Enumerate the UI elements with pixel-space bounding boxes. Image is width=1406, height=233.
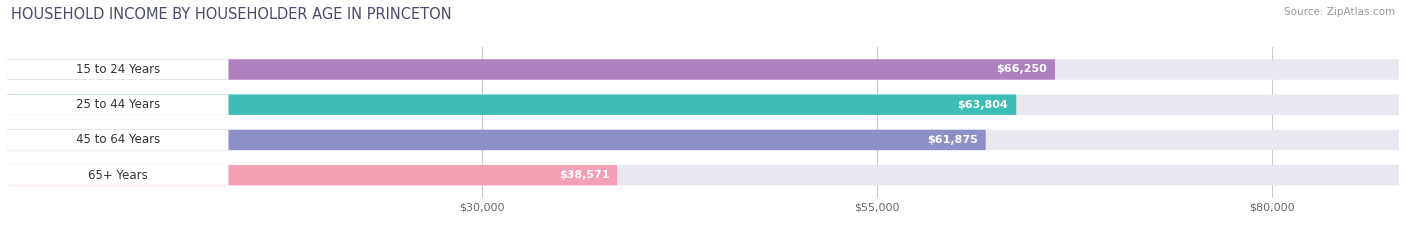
FancyBboxPatch shape [7, 130, 986, 150]
FancyBboxPatch shape [7, 130, 1399, 150]
Text: 15 to 24 Years: 15 to 24 Years [76, 63, 160, 76]
FancyBboxPatch shape [7, 165, 617, 185]
FancyBboxPatch shape [7, 95, 1399, 115]
FancyBboxPatch shape [7, 59, 1054, 80]
FancyBboxPatch shape [7, 95, 1017, 115]
FancyBboxPatch shape [7, 165, 1399, 185]
Text: Source: ZipAtlas.com: Source: ZipAtlas.com [1284, 7, 1395, 17]
FancyBboxPatch shape [7, 130, 228, 150]
FancyBboxPatch shape [7, 59, 228, 80]
Text: $63,804: $63,804 [957, 100, 1008, 110]
Text: HOUSEHOLD INCOME BY HOUSEHOLDER AGE IN PRINCETON: HOUSEHOLD INCOME BY HOUSEHOLDER AGE IN P… [11, 7, 451, 22]
Text: $38,571: $38,571 [558, 170, 609, 180]
FancyBboxPatch shape [7, 95, 228, 115]
Text: 25 to 44 Years: 25 to 44 Years [76, 98, 160, 111]
FancyBboxPatch shape [7, 165, 228, 185]
Text: 65+ Years: 65+ Years [89, 169, 148, 182]
FancyBboxPatch shape [7, 59, 1399, 80]
Text: 45 to 64 Years: 45 to 64 Years [76, 134, 160, 146]
Text: $66,250: $66,250 [997, 65, 1047, 75]
Text: $61,875: $61,875 [927, 135, 977, 145]
